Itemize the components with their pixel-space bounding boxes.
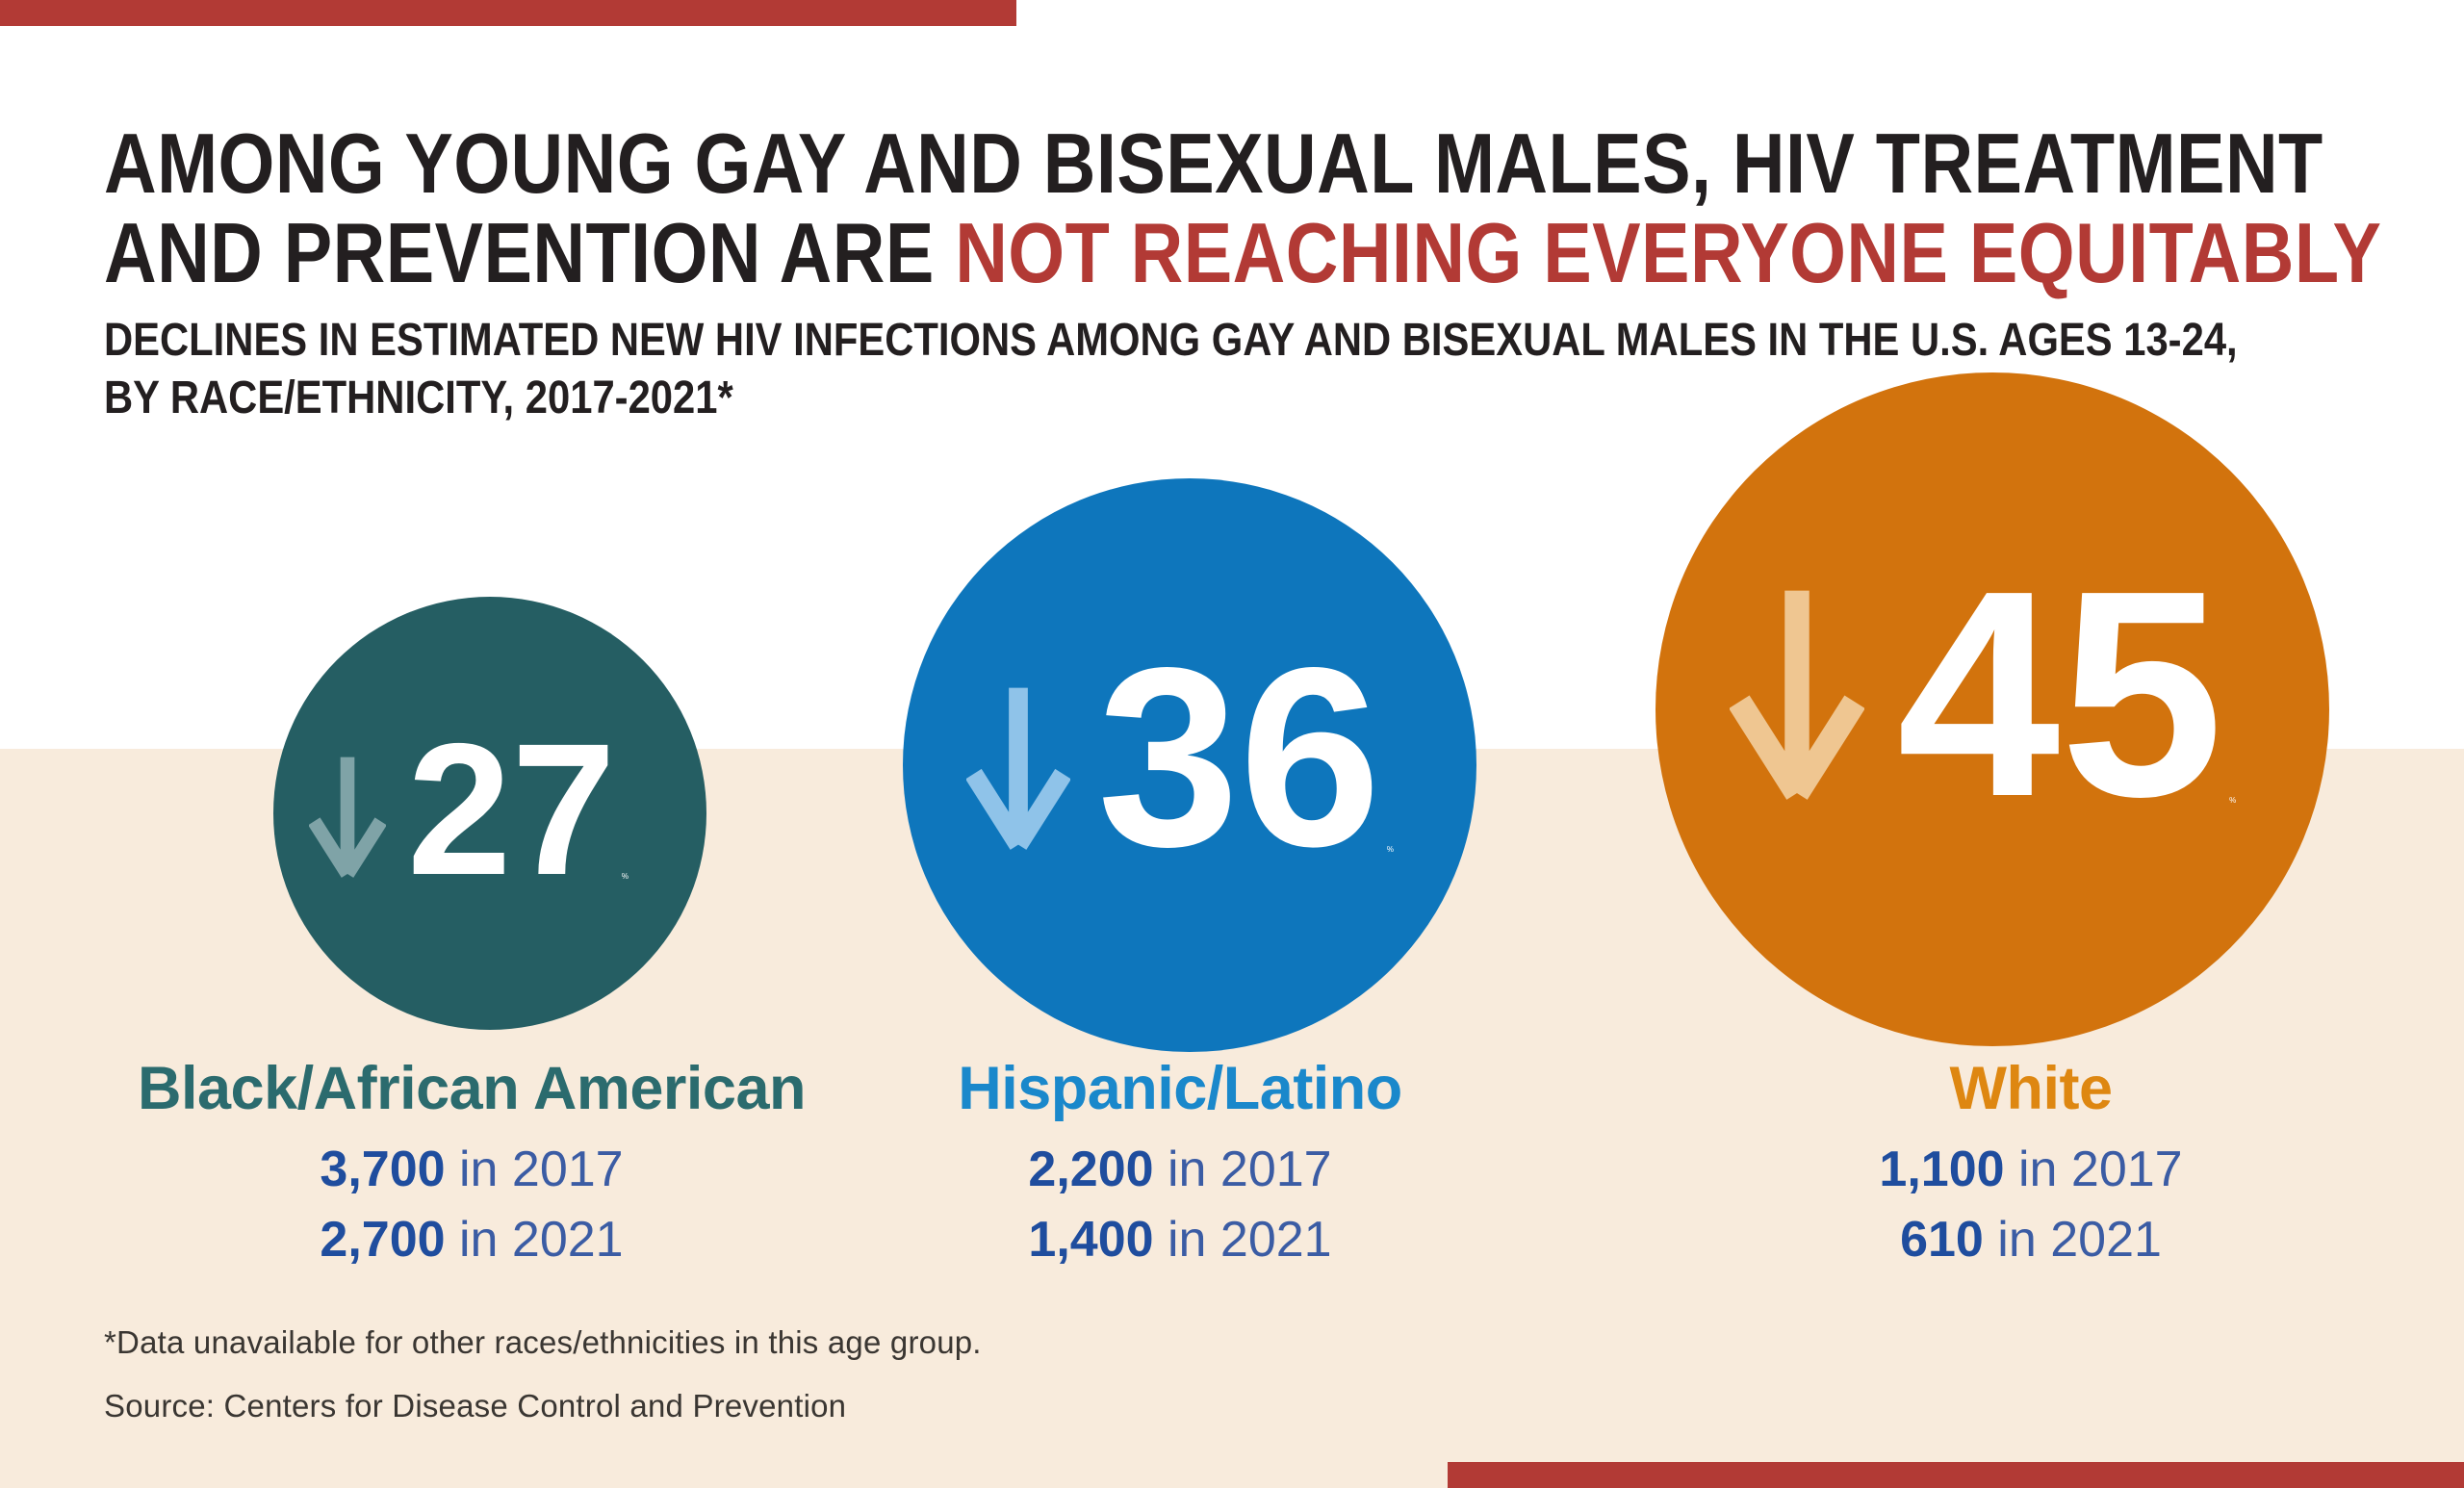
percent-row: 27% xyxy=(308,704,629,914)
title-highlight: NOT REACHING EVERYONE EQUITABLY xyxy=(955,204,2382,300)
group-label: Black/African American xyxy=(138,1055,806,1122)
value-year: in 2017 xyxy=(445,1142,624,1197)
value-number: 1,400 xyxy=(1028,1212,1154,1268)
value-year: in 2021 xyxy=(445,1212,624,1268)
decline-circle-hispanic-latino: 36% xyxy=(903,478,1476,1052)
bottom-accent-bar xyxy=(1448,1462,2464,1488)
value-number: 1,100 xyxy=(1879,1142,2005,1197)
value-row-2021: 610 in 2021 xyxy=(1598,1215,2464,1265)
stat-group-white: White 1,100 in 2017 610 in 2021 xyxy=(1598,1059,2464,1285)
value-row-2017: 1,100 in 2017 xyxy=(1598,1144,2464,1194)
value-row-2017: 3,700 in 2017 xyxy=(38,1144,905,1194)
title-line2: AND PREVENTION ARE xyxy=(104,204,956,300)
down-arrow-icon xyxy=(1729,591,1864,801)
top-accent-bar xyxy=(0,0,1016,26)
stat-group-hispanic-latino: Hispanic/Latino 2,200 in 2017 1,400 in 2… xyxy=(747,1059,1613,1285)
source-note: Source: Centers for Disease Control and … xyxy=(104,1388,847,1424)
percent-sign: % xyxy=(2229,796,2237,806)
value-year: in 2017 xyxy=(2004,1142,2183,1197)
page-title: AMONG YOUNG GAY AND BISEXUAL MALES, HIV … xyxy=(104,118,2464,297)
percent-value: 36 xyxy=(1097,614,1381,900)
value-year: in 2021 xyxy=(1153,1212,1332,1268)
value-row-2021: 1,400 in 2021 xyxy=(747,1215,1613,1265)
subtitle-line1: DECLINES IN ESTIMATED NEW HIV INFECTIONS… xyxy=(104,314,2238,366)
percent-value: 27 xyxy=(406,704,616,914)
value-number: 3,700 xyxy=(320,1142,446,1197)
footnote: *Data unavailable for other races/ethnic… xyxy=(104,1324,982,1360)
stat-group-black-african-american: Black/African American 3,700 in 2017 2,7… xyxy=(38,1059,905,1285)
percent-sign: % xyxy=(1386,845,1394,855)
percent-row: 45% xyxy=(1729,528,2237,858)
value-number: 2,200 xyxy=(1028,1142,1154,1197)
decline-circle-black-african-american: 27% xyxy=(273,597,706,1030)
down-arrow-icon xyxy=(966,687,1071,851)
decline-circle-white: 45% xyxy=(1656,372,2329,1046)
percent-value: 45 xyxy=(1896,528,2224,858)
subtitle-line2: BY RACE/ETHNICITY, 2017-2021* xyxy=(104,372,733,423)
percent-row: 36% xyxy=(966,614,1394,900)
value-year: in 2021 xyxy=(1983,1212,2162,1268)
percent-sign: % xyxy=(621,872,629,882)
value-year: in 2017 xyxy=(1153,1142,1332,1197)
down-arrow-icon xyxy=(308,757,386,879)
value-row-2017: 2,200 in 2017 xyxy=(747,1144,1613,1194)
title-line1: AMONG YOUNG GAY AND BISEXUAL MALES, HIV … xyxy=(104,115,2323,211)
value-number: 610 xyxy=(1900,1212,1984,1268)
page-subtitle: DECLINES IN ESTIMATED NEW HIV INFECTIONS… xyxy=(104,312,2407,427)
value-row-2021: 2,700 in 2021 xyxy=(38,1215,905,1265)
group-label: Hispanic/Latino xyxy=(958,1055,1402,1122)
value-number: 2,700 xyxy=(320,1212,446,1268)
group-label: White xyxy=(1949,1055,2113,1122)
